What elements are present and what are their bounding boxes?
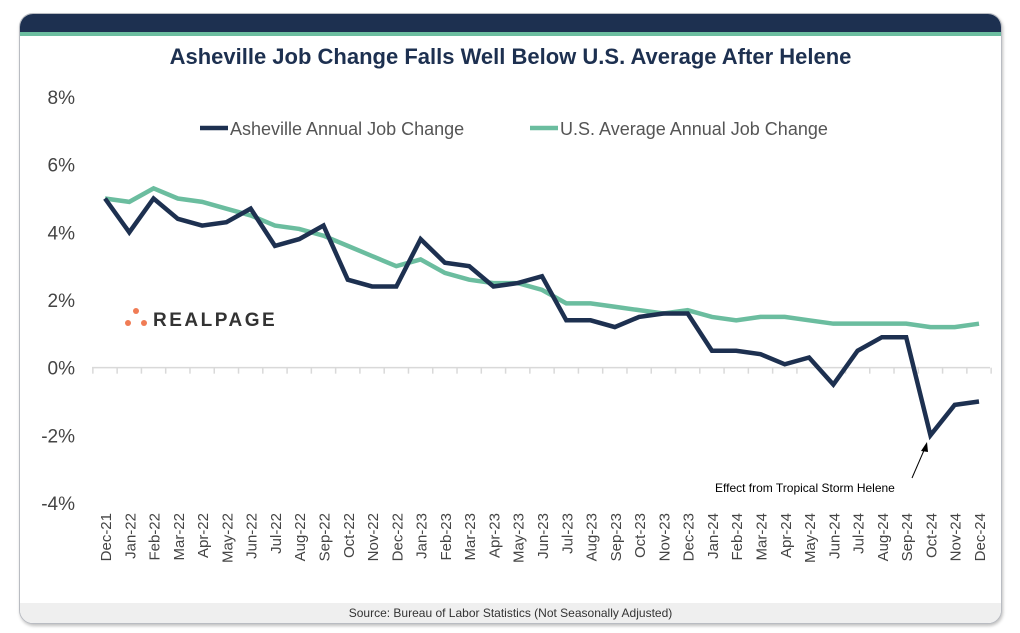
- x-tick-label: Jan-23: [414, 513, 431, 559]
- x-tick-label: May-23: [511, 513, 528, 563]
- arrow-head-icon: [921, 442, 928, 452]
- x-tick-label: Jul-24: [851, 513, 868, 554]
- x-tick-label: Feb-23: [438, 513, 455, 561]
- x-tick-label: Sep-22: [317, 513, 334, 561]
- header-bar: [20, 14, 1001, 32]
- y-tick-label: 6%: [48, 156, 76, 177]
- x-tick-label: Jul-22: [268, 513, 285, 554]
- x-tick-label: Feb-24: [729, 513, 746, 561]
- y-tick-label: 2%: [48, 291, 76, 312]
- x-tick-label: Aug-22: [292, 513, 309, 561]
- x-tick-label: Mar-24: [754, 513, 771, 561]
- accent-stripe: [20, 32, 1001, 36]
- x-tick-label: Oct-22: [341, 513, 358, 558]
- logo-dot-icon: [141, 320, 147, 326]
- annotation-arrow: [911, 447, 926, 479]
- x-tick-label: Dec-23: [681, 513, 698, 561]
- x-tick-label: Sep-24: [899, 513, 916, 561]
- chart-card: Asheville Job Change Falls Well Below U.…: [19, 13, 1002, 624]
- x-tick-label: Jun-23: [535, 513, 552, 559]
- x-tick-label: Dec-22: [389, 513, 406, 561]
- x-tick-label: Dec-21: [98, 513, 115, 561]
- y-tick-label: 4%: [48, 223, 76, 244]
- x-tick-label: Jul-23: [559, 513, 576, 554]
- x-tick-label: Apr-23: [486, 513, 503, 558]
- x-tick-label: Mar-22: [171, 513, 188, 561]
- annotation-text: Effect from Tropical Storm Helene: [715, 481, 895, 495]
- x-tick-label: Feb-22: [147, 513, 164, 561]
- x-tick-label: Sep-23: [608, 513, 625, 561]
- x-tick-label: Apr-22: [195, 513, 212, 558]
- y-tick-label: 8%: [48, 88, 76, 109]
- x-tick-label: Jan-24: [705, 513, 722, 559]
- logo-dot-icon: [125, 320, 131, 326]
- legend-label: U.S. Average Annual Job Change: [560, 119, 828, 139]
- x-tick-label: Jan-22: [122, 513, 139, 559]
- legend-label: Asheville Annual Job Change: [230, 119, 464, 139]
- x-tick-label: May-22: [219, 513, 236, 563]
- x-tick-label: Aug-23: [584, 513, 601, 561]
- x-tick-label: Jun-22: [244, 513, 261, 559]
- logo-text: REALPAGE: [153, 310, 277, 331]
- series-line: [104, 185, 980, 330]
- y-tick-label: -2%: [41, 426, 75, 447]
- x-tick-label: Dec-24: [972, 513, 989, 561]
- x-tick-label: Jun-24: [826, 513, 843, 559]
- x-tick-label: Nov-22: [365, 513, 382, 561]
- x-tick-label: Nov-23: [656, 513, 673, 561]
- x-tick-label: Aug-24: [875, 513, 892, 561]
- source-note: Source: Bureau of Labor Statistics (Not …: [20, 603, 1001, 623]
- x-tick-label: Nov-24: [948, 513, 965, 561]
- x-tick-label: Mar-23: [462, 513, 479, 561]
- x-tick-label: Oct-24: [923, 513, 940, 558]
- y-tick-label: 0%: [48, 359, 76, 380]
- x-tick-label: Oct-23: [632, 513, 649, 558]
- logo-dot-icon: [133, 308, 139, 314]
- x-tick-label: May-24: [802, 513, 819, 563]
- x-tick-label: Apr-24: [778, 513, 795, 558]
- y-tick-label: -4%: [41, 494, 75, 515]
- chart-title: Asheville Job Change Falls Well Below U.…: [169, 44, 852, 69]
